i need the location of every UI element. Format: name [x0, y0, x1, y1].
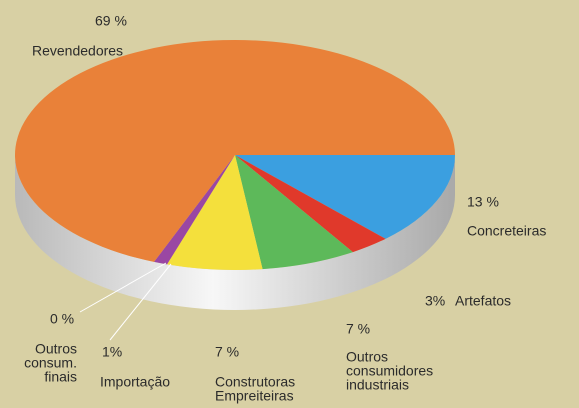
- pie-slice: [235, 155, 353, 270]
- pie-side: [15, 155, 455, 310]
- category-label: consumidores: [346, 363, 433, 379]
- leader-line: [109, 263, 172, 341]
- value-label: 3%: [425, 293, 445, 309]
- leader-line: [79, 262, 167, 313]
- category-label: Construtoras: [215, 374, 295, 390]
- pie-slice: [235, 155, 455, 239]
- category-label: finais: [44, 369, 77, 385]
- category-label: Outros: [35, 341, 77, 357]
- value-label: 1%: [102, 344, 122, 360]
- slices: [14, 39, 456, 270]
- pie-slice: [235, 155, 386, 253]
- category-label: Revendedores: [32, 43, 123, 59]
- pie-slice: [154, 155, 235, 265]
- value-label: 13 %: [467, 194, 499, 210]
- value-label: 69 %: [95, 13, 127, 29]
- category-label: Outros: [346, 349, 388, 365]
- pie-slice: [14, 39, 456, 262]
- category-label: consum.: [24, 355, 77, 371]
- value-label: 7 %: [215, 344, 239, 360]
- pie-slice: [167, 155, 263, 270]
- category-label: Artefatos: [455, 293, 511, 309]
- category-label: Empreiteiras: [215, 388, 294, 404]
- value-label: 0 %: [50, 311, 74, 327]
- category-label: Concreteiras: [467, 223, 546, 239]
- category-label: Importação: [100, 374, 170, 390]
- value-label: 7 %: [346, 321, 370, 337]
- category-label: industriais: [346, 377, 409, 393]
